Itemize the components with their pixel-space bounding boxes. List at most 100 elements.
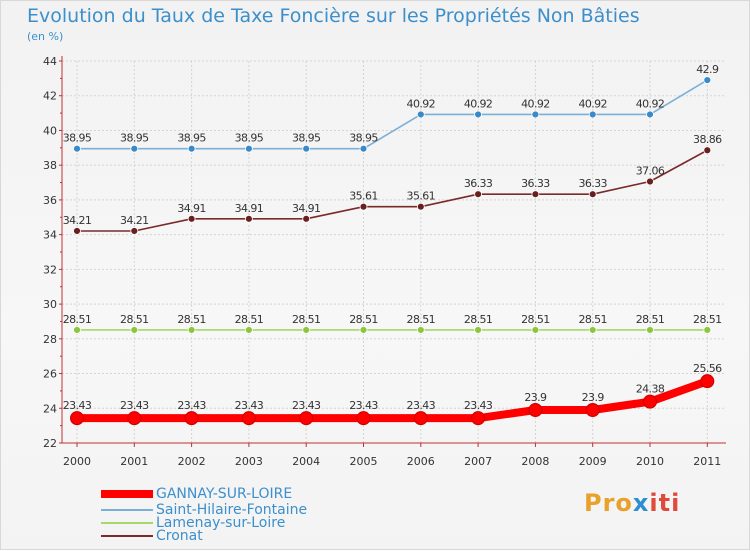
data-label: 36.33 bbox=[464, 177, 493, 190]
data-label: 23.43 bbox=[120, 399, 149, 412]
data-point bbox=[416, 326, 425, 334]
data-label: 28.51 bbox=[177, 313, 206, 326]
data-label: 28.51 bbox=[578, 313, 607, 326]
data-label: 23.9 bbox=[524, 391, 547, 404]
data-point bbox=[73, 144, 81, 153]
y-tick-label: 22 bbox=[43, 437, 57, 450]
data-label: 23.9 bbox=[582, 391, 605, 404]
data-point bbox=[531, 190, 540, 199]
data-label: 40.92 bbox=[636, 97, 665, 110]
data-point bbox=[528, 403, 543, 418]
data-point bbox=[471, 411, 486, 426]
x-tick-label: 2002 bbox=[178, 455, 206, 468]
data-label: 37.06 bbox=[636, 165, 665, 178]
y-tick-label: 26 bbox=[43, 368, 57, 381]
data-point bbox=[643, 394, 657, 409]
data-point bbox=[646, 110, 654, 119]
data-label: 34.91 bbox=[292, 202, 321, 215]
series-saint-hilaire-fontaine: 38.95 38.95 38.95 38.95 38.95 38.95 40.92 40.92… bbox=[63, 63, 720, 153]
x-tick-label: 2006 bbox=[407, 455, 435, 468]
data-label: 28.51 bbox=[63, 313, 92, 326]
data-point bbox=[184, 411, 199, 426]
data-point bbox=[70, 411, 84, 426]
data-label: 38.95 bbox=[177, 132, 206, 145]
data-label: 38.95 bbox=[235, 132, 264, 145]
series-group: 23.43 23.43 23.43 23.43 23.43 23.43 23.43 23.43… bbox=[63, 63, 723, 426]
y-tick-label: 42 bbox=[43, 90, 57, 103]
data-label: 28.51 bbox=[693, 313, 722, 326]
data-label: 40.92 bbox=[578, 97, 607, 110]
x-tick-label: 2008 bbox=[521, 455, 549, 468]
data-point bbox=[416, 110, 425, 119]
legend-swatch bbox=[101, 490, 153, 498]
data-point bbox=[356, 411, 371, 426]
series-gannay-sur-loire: 23.43 23.43 23.43 23.43 23.43 23.43 23.43 23.43… bbox=[63, 362, 723, 426]
data-label: 28.51 bbox=[521, 313, 550, 326]
data-point bbox=[703, 76, 712, 84]
data-label: 36.33 bbox=[578, 177, 607, 190]
data-point bbox=[302, 214, 311, 223]
legend-swatch bbox=[101, 509, 153, 511]
x-tick-label: 2001 bbox=[120, 455, 148, 468]
data-point bbox=[700, 374, 715, 389]
data-label: 34.91 bbox=[235, 202, 264, 215]
brand-part: iti bbox=[649, 489, 681, 517]
data-label: 28.51 bbox=[464, 313, 493, 326]
data-point bbox=[187, 214, 196, 223]
data-point bbox=[703, 146, 712, 155]
data-label: 38.95 bbox=[120, 132, 149, 145]
x-tick-label: 2011 bbox=[693, 455, 721, 468]
data-label: 36.33 bbox=[521, 177, 550, 190]
data-label: 28.51 bbox=[407, 313, 436, 326]
data-label: 28.51 bbox=[349, 313, 378, 326]
y-tick-label: 28 bbox=[43, 333, 57, 346]
y-tick-label: 38 bbox=[43, 159, 57, 172]
data-point bbox=[588, 110, 597, 119]
series-lamenay-sur-loire: 28.51 28.51 28.51 28.51 28.51 28.51 28.51 28.51… bbox=[63, 313, 722, 334]
data-point bbox=[474, 326, 483, 334]
legend-label: Lamenay-sur-Loire bbox=[156, 515, 286, 531]
legend-item: Lamenay-sur-Loire bbox=[101, 515, 286, 531]
y-tick-label: 44 bbox=[43, 55, 57, 68]
data-point bbox=[413, 411, 428, 426]
data-label: 23.43 bbox=[464, 399, 493, 412]
chart-title: Evolution du Taux de Taxe Foncière sur l… bbox=[27, 5, 640, 27]
x-tick-label: 2000 bbox=[63, 455, 91, 468]
data-point bbox=[416, 202, 425, 211]
data-label: 38.95 bbox=[63, 132, 92, 145]
data-label: 40.92 bbox=[407, 97, 436, 110]
x-tick-label: 2004 bbox=[292, 455, 320, 468]
y-tick-label: 40 bbox=[43, 124, 57, 137]
data-point bbox=[244, 214, 253, 223]
data-point bbox=[359, 144, 368, 153]
y-tick-label: 30 bbox=[43, 298, 57, 311]
legend-item: Cronat bbox=[101, 528, 203, 544]
y-tick-label: 36 bbox=[43, 194, 57, 207]
data-point bbox=[646, 177, 654, 186]
series-cronat: 34.21 34.21 34.91 34.91 34.91 35.61 35.61 36.33… bbox=[63, 133, 723, 235]
y-tick-label: 34 bbox=[43, 229, 57, 242]
legend-label: Saint-Hilaire-Fontaine bbox=[156, 502, 308, 518]
x-tick-label: 2009 bbox=[579, 455, 607, 468]
data-label: 34.21 bbox=[120, 214, 149, 227]
x-tick-label: 2005 bbox=[350, 455, 378, 468]
data-label: 25.56 bbox=[693, 362, 722, 375]
data-label: 42.9 bbox=[696, 63, 719, 76]
data-point bbox=[588, 326, 597, 334]
data-point bbox=[531, 326, 540, 334]
x-tick-label: 2003 bbox=[235, 455, 263, 468]
legend-label: Cronat bbox=[156, 528, 203, 544]
axes: 22 24 26 28 30 32 34 36 38 40 42 44 2000 2001 2002 2003… bbox=[43, 55, 726, 468]
data-point bbox=[302, 326, 311, 334]
data-point bbox=[703, 326, 712, 334]
data-label: 38.95 bbox=[349, 132, 378, 145]
data-point bbox=[73, 326, 81, 334]
data-label: 35.61 bbox=[349, 190, 378, 203]
brand-part: Pro bbox=[584, 489, 633, 517]
data-label: 40.92 bbox=[464, 97, 493, 110]
data-point bbox=[244, 326, 253, 334]
data-point bbox=[130, 326, 139, 334]
data-point bbox=[299, 411, 314, 426]
x-tick-label: 2010 bbox=[636, 455, 664, 468]
